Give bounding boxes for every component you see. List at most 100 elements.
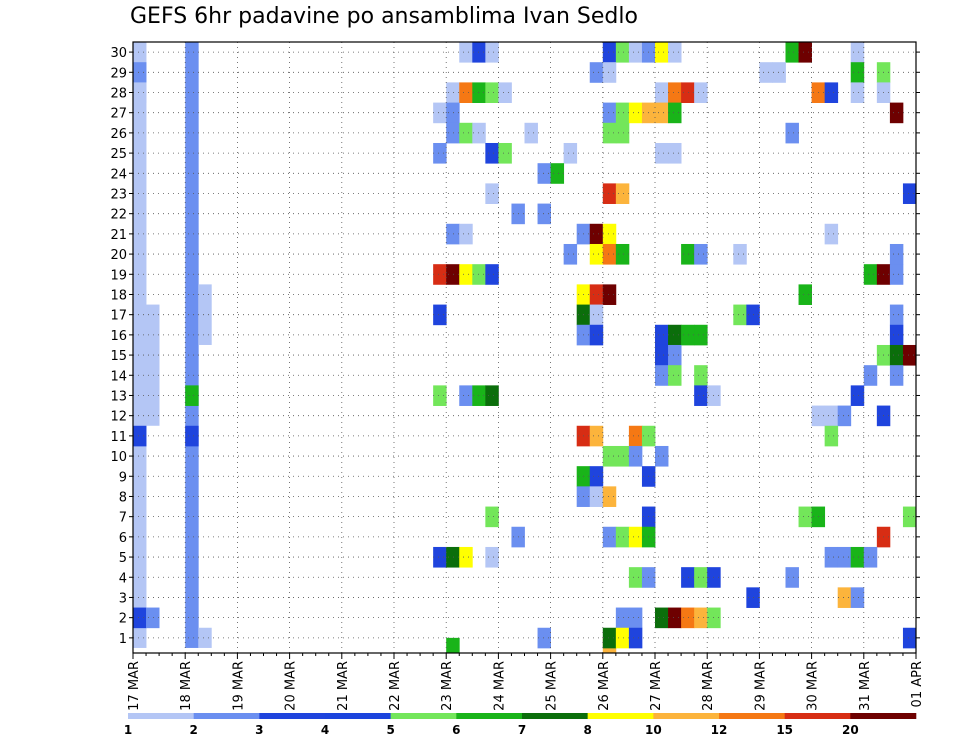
y-tick-label: 22 — [110, 208, 127, 223]
precip-cell — [589, 466, 604, 487]
precip-cell — [589, 223, 604, 245]
x-tick-label: 27 MAR — [649, 661, 664, 711]
precip-cell — [628, 526, 643, 548]
y-tick-label: 27 — [110, 107, 127, 122]
precip-cell — [759, 62, 773, 83]
colorbar-label: 10 — [645, 723, 662, 737]
precip-cell — [446, 102, 460, 124]
precip-cell — [863, 264, 878, 285]
precip-cell — [668, 42, 682, 63]
y-tick-label: 18 — [110, 288, 127, 303]
y-tick-label: 23 — [110, 187, 127, 202]
colorbar-segment — [784, 713, 851, 719]
precip-cell — [615, 102, 630, 124]
colorbar-label: 4 — [321, 723, 329, 737]
y-tick-label: 1 — [119, 632, 127, 647]
colorbar-segment — [522, 713, 588, 719]
precip-cell — [459, 122, 473, 144]
precip-cell — [615, 122, 630, 144]
precip-cell — [485, 385, 499, 406]
precip-cell — [472, 42, 486, 63]
precip-cell — [459, 546, 473, 568]
colorbar-segment — [456, 713, 523, 719]
precip-cell — [668, 102, 682, 124]
x-tick-label: 31 MAR — [858, 661, 873, 711]
precip-cell — [902, 506, 917, 528]
precip-cell — [563, 243, 578, 265]
y-tick-label: 6 — [119, 531, 127, 546]
precip-cell — [824, 405, 839, 427]
colorbar-segment — [850, 713, 917, 719]
precip-cell — [694, 385, 708, 406]
precip-cell — [146, 607, 160, 629]
x-tick-label: 28 MAR — [701, 661, 716, 711]
precip-cell — [133, 62, 147, 83]
y-tick-label: 13 — [110, 389, 127, 404]
precip-cell — [433, 102, 447, 124]
y-tick-label: 30 — [110, 46, 127, 61]
colorbar-segment — [193, 713, 260, 719]
colorbar-label: 15 — [776, 723, 793, 737]
precip-cell — [602, 223, 617, 245]
x-tick-label: 20 MAR — [284, 661, 299, 711]
precip-cell — [655, 607, 669, 629]
precip-cell — [902, 344, 917, 366]
precip-cell — [628, 425, 643, 447]
precip-cell — [798, 284, 812, 305]
precip-cell — [681, 243, 695, 265]
precip-cell — [185, 425, 199, 447]
colorbar-label: 20 — [842, 723, 859, 737]
precip-band — [185, 42, 199, 648]
precip-band — [133, 42, 147, 648]
precip-cell — [589, 62, 604, 83]
precip-cell — [472, 264, 486, 285]
y-tick-label: 19 — [110, 268, 127, 283]
precip-cell — [850, 42, 865, 63]
precip-cell — [563, 142, 578, 164]
precip-cell — [446, 122, 460, 144]
x-tick-label: 30 MAR — [806, 661, 821, 711]
colorbar-label: 8 — [583, 723, 591, 737]
precip-cell — [550, 163, 565, 184]
colorbar-segment — [390, 713, 457, 719]
precip-cell — [589, 243, 604, 265]
x-tick-label: 24 MAR — [492, 661, 507, 711]
colorbar-segment — [719, 713, 785, 719]
precip-cell — [850, 587, 865, 608]
y-tick-label: 2 — [119, 612, 127, 627]
precip-cell — [655, 102, 669, 124]
precip-cell — [433, 304, 447, 326]
precip-cell — [824, 82, 839, 103]
precip-cell — [446, 546, 460, 568]
precip-cell — [589, 304, 604, 326]
y-tick-label: 15 — [110, 349, 127, 364]
precip-cell — [615, 445, 630, 467]
precip-cell — [628, 42, 643, 63]
precip-cell — [668, 142, 682, 164]
precip-cell — [889, 304, 904, 326]
colorbar-label: 3 — [255, 723, 263, 737]
precip-cell — [668, 324, 682, 346]
precip-cell — [694, 324, 708, 346]
precip-cell — [615, 607, 630, 629]
colorbar-label: 6 — [452, 723, 460, 737]
precip-cell — [133, 425, 147, 447]
precip-cell — [485, 546, 499, 568]
precip-cell — [785, 42, 799, 63]
y-tick-label: 7 — [119, 511, 127, 526]
precip-cell — [628, 445, 643, 467]
y-tick-label: 20 — [110, 248, 127, 263]
precip-cell — [589, 324, 604, 346]
precip-cell — [889, 324, 904, 346]
precip-cell — [537, 163, 551, 184]
precip-cell — [602, 102, 617, 124]
precip-cell — [824, 223, 839, 245]
precip-cell — [485, 264, 499, 285]
y-tick-label: 17 — [110, 309, 127, 324]
precip-cell — [498, 142, 512, 164]
y-tick-label: 29 — [110, 66, 127, 81]
precip-cell — [733, 304, 747, 326]
precip-cell — [433, 264, 447, 285]
precip-cell — [133, 607, 147, 629]
x-tick-label: 19 MAR — [231, 661, 246, 711]
